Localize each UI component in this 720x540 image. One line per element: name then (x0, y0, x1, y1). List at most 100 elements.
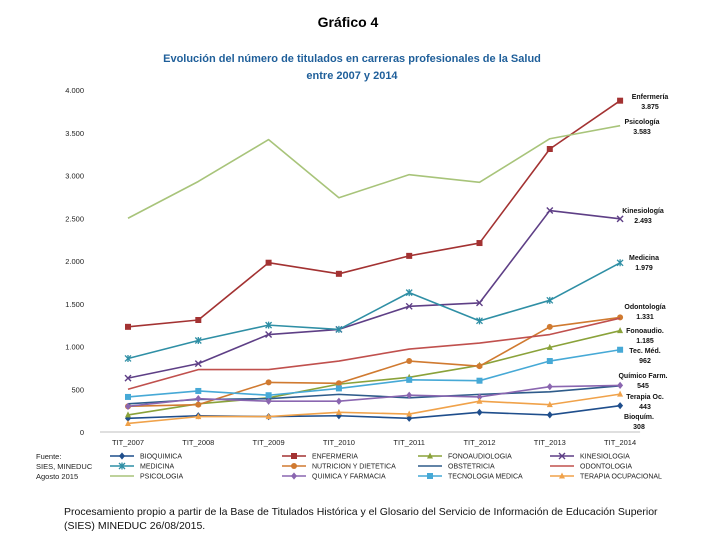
y-tick-label: 1.500 (65, 300, 84, 309)
data-point (476, 299, 483, 307)
data-point (616, 259, 624, 267)
data-point (405, 289, 413, 297)
legend-entry: TECNOLOGIA MEDICA (418, 473, 523, 481)
legend-label: MEDICINA (140, 464, 175, 471)
data-point (406, 252, 413, 259)
data-point (617, 346, 624, 353)
end-label-value: 1.185 (636, 338, 654, 345)
data-point (335, 408, 342, 415)
end-label-value: 2.493 (634, 218, 652, 225)
series-line (127, 317, 621, 391)
data-point (335, 325, 343, 333)
data-point (546, 411, 553, 419)
end-label-value: 308 (633, 424, 645, 431)
legend-entry: FONOAUDIOLOGIA (418, 452, 512, 461)
legend-label: ODONTOLOGIA (580, 464, 632, 471)
chart-series-layer (124, 97, 624, 426)
data-point (335, 380, 342, 387)
legend-marker (427, 452, 433, 459)
legend-label: KINESIOLOGIA (580, 454, 630, 461)
legend-marker (291, 453, 297, 459)
legend-marker (119, 452, 125, 460)
data-point (406, 376, 413, 383)
data-point (265, 392, 272, 399)
legend-entry: TERAPIA OCUPACIONAL (550, 472, 662, 481)
series-line (127, 209, 621, 379)
end-label-name: Odontología (624, 304, 665, 311)
series-enfermeria (125, 97, 624, 330)
end-label-value: 443 (639, 404, 651, 411)
data-point (265, 397, 272, 405)
y-tick-label: 500 (71, 385, 84, 394)
series-line (127, 329, 621, 416)
data-point (406, 410, 413, 417)
data-point (335, 385, 342, 392)
data-point (476, 363, 483, 370)
legend-entry: BIOQUIMICA (110, 452, 182, 461)
data-point (546, 207, 554, 215)
data-point (265, 259, 272, 266)
data-point (194, 360, 202, 368)
end-label-name: Psicología (624, 119, 659, 126)
y-tick-label: 3.500 (65, 129, 84, 138)
data-point (265, 413, 272, 420)
x-tick-label: TIT_2008 (182, 438, 214, 447)
series-line (127, 316, 621, 408)
data-point (406, 358, 413, 365)
data-point (405, 302, 413, 310)
data-point (476, 317, 483, 325)
end-label-name: Fonoaudio. (626, 328, 664, 335)
legend-entry: QUIMICA Y FARMACIA (282, 472, 386, 481)
data-point (476, 377, 483, 384)
x-tick-label: TIT_2011 (393, 438, 425, 447)
data-point (546, 343, 553, 350)
series-line (127, 393, 621, 425)
y-tick-label: 2.000 (65, 257, 84, 266)
end-label-value: 3.583 (633, 129, 651, 136)
figure-number: Gráfico 4 (317, 14, 379, 30)
end-label-name: Kinesiología (622, 208, 664, 215)
footnote: Procesamiento propio a partir de la Base… (64, 506, 658, 532)
x-tick-label: TIT_2010 (323, 438, 355, 447)
data-point (194, 337, 202, 345)
data-point (617, 97, 624, 104)
y-tick-label: 0 (80, 428, 84, 437)
legend-entry: PSICOLOGIA (110, 474, 184, 481)
data-point (125, 411, 131, 418)
data-point (195, 387, 202, 394)
end-label-name: Tec. Méd. (629, 348, 660, 355)
legend-marker (558, 452, 566, 460)
data-point (195, 413, 202, 420)
chart-title: Evolución del número de titulados en car… (163, 53, 541, 65)
chart-legend: BIOQUIMICA ENFERMERIA FONOAUDIOLOGIA KINESI… (110, 452, 662, 481)
x-tick-label: TIT_2013 (534, 438, 566, 447)
source-line-1: Fuente: (36, 452, 62, 461)
data-point (265, 321, 273, 329)
end-label-value: 3.875 (641, 104, 659, 111)
series-line (127, 384, 621, 408)
data-point (124, 354, 132, 362)
data-point (617, 327, 624, 334)
legend-label: FONOAUDIOLOGIA (448, 454, 512, 461)
legend-label: NUTRICION Y DIETETICA (312, 464, 396, 471)
chart-subtitle: entre 2007 y 2014 (306, 70, 398, 82)
y-tick-label: 2.500 (65, 214, 84, 223)
legend-marker (291, 472, 297, 480)
source-note: Fuente: SIES, MINEDUC Agosto 2015 (36, 452, 92, 482)
series-line (127, 348, 621, 398)
data-point (546, 358, 553, 365)
series-psicologia (127, 124, 621, 219)
end-label-name: Enfermería (632, 94, 669, 101)
data-point (546, 323, 553, 330)
legend-label: TERAPIA OCUPACIONAL (580, 474, 662, 481)
data-point (125, 323, 131, 330)
series-tecnologia-medica (125, 346, 624, 400)
legend-entry: ODONTOLOGIA (550, 464, 632, 471)
legend-entry: MEDICINA (110, 462, 175, 471)
data-point (335, 270, 342, 277)
data-point (617, 381, 624, 390)
series-line (127, 262, 621, 360)
legend-label: PSICOLOGIA (140, 474, 184, 481)
data-point (546, 296, 554, 304)
data-point (617, 390, 624, 397)
